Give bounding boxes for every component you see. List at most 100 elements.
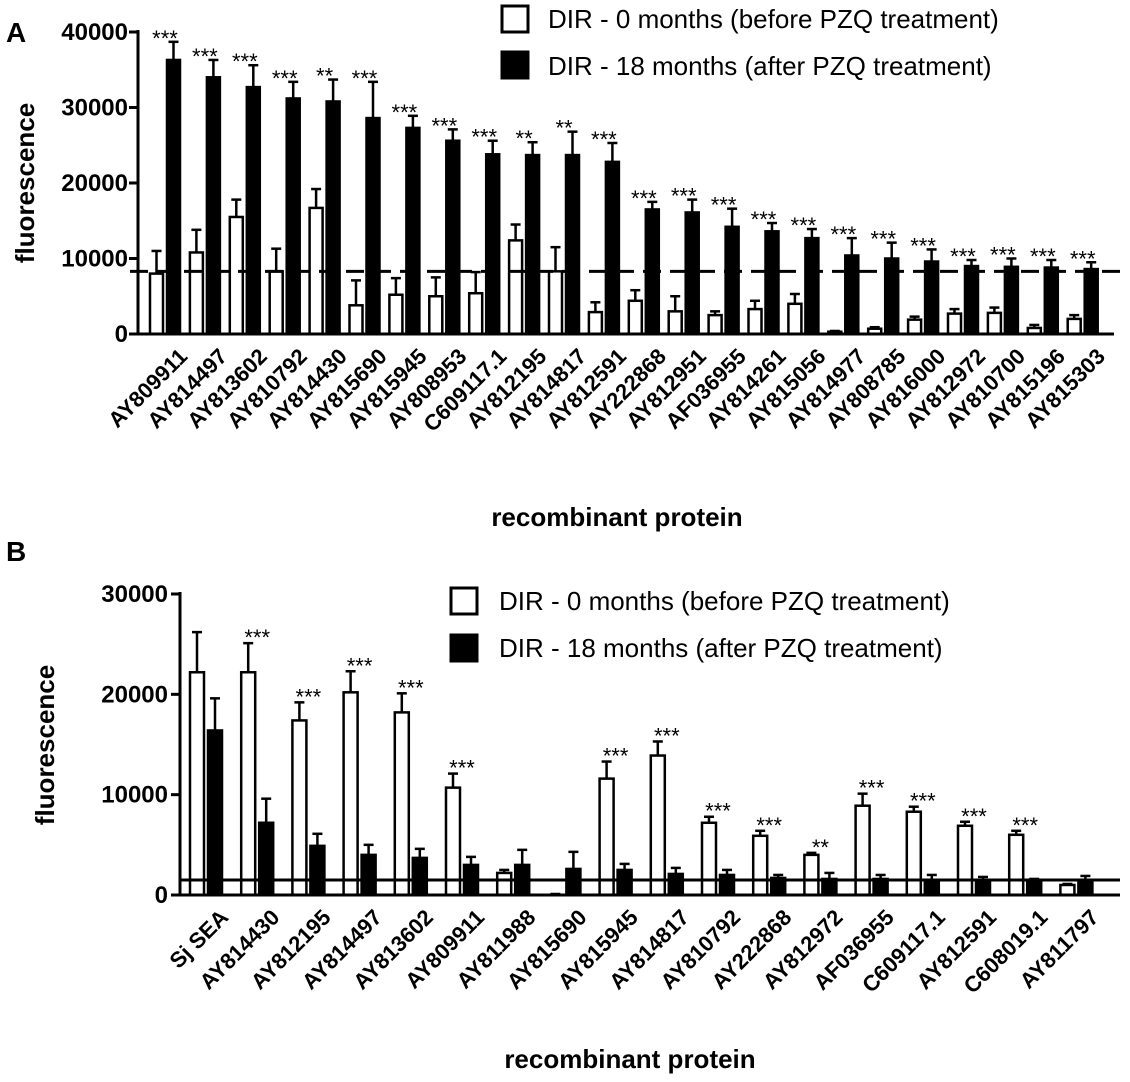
significance-marker: ***	[1030, 244, 1056, 269]
significance-marker: ***	[751, 207, 777, 232]
bar-0-months	[239, 671, 257, 897]
significance-marker: ***	[830, 222, 856, 247]
significance-marker: ***	[910, 233, 936, 258]
significance-marker: ***	[431, 113, 457, 138]
bar-18-months	[667, 872, 685, 897]
panel-b-x-axis-title: recombinant protein	[504, 1044, 755, 1074]
panel-b-legend-swatch-0	[449, 586, 479, 616]
significance-marker: ***	[870, 227, 896, 252]
significance-marker: ***	[392, 100, 418, 125]
panel-a-y-ticks: 0 10000 20000 30000 40000	[61, 19, 138, 348]
panel-b-y-axis-title: fluorescence	[30, 665, 60, 825]
significance-marker: ***	[711, 193, 737, 218]
panel-a-legend-label-1: DIR - 18 months (after PZQ treatment)	[548, 51, 992, 81]
panel-a-significance: ****** ****** ** ********* *** ** ** ****** *** *…	[152, 26, 1096, 271]
y-tick-label: 20000	[61, 170, 128, 197]
panel-b-significance: *************** *********************** **…	[244, 625, 1038, 860]
panel-b-legend-label-1: DIR - 18 months (after PZQ treatment)	[499, 633, 943, 663]
bar-0-months	[986, 311, 1003, 336]
bar-18-months	[445, 139, 461, 336]
panel-b-legend-label-0: DIR - 0 months (before PZQ treatment)	[499, 586, 950, 616]
y-tick-label: 10000	[101, 782, 168, 809]
bar-18-months	[565, 867, 582, 897]
bar-18-months	[724, 225, 740, 336]
bar-0-months	[228, 215, 245, 336]
panel-b-label: B	[6, 536, 26, 567]
y-tick-label: 0	[115, 321, 128, 348]
panel-b-bars	[188, 630, 1094, 897]
y-tick-label: 10000	[61, 246, 128, 273]
significance-marker: ***	[449, 756, 475, 781]
bar-0-months	[707, 313, 723, 336]
significance-marker: ***	[1070, 246, 1096, 271]
bar-18-months	[883, 257, 900, 336]
significance-marker: ***	[654, 723, 680, 748]
bar-18-months	[1003, 265, 1020, 336]
significance-marker: ***	[272, 66, 298, 91]
significance-marker: ***	[756, 813, 782, 838]
bar-0-months	[854, 804, 871, 897]
bar-18-months	[684, 211, 700, 336]
bar-0-months	[547, 270, 564, 336]
bar-0-months	[342, 691, 359, 897]
y-tick-label: 30000	[61, 95, 128, 122]
significance-marker: ***	[398, 675, 424, 700]
bar-0-months	[268, 270, 284, 336]
bar-0-months	[700, 821, 718, 897]
bar-18-months	[411, 856, 429, 897]
significance-marker: ***	[631, 186, 657, 211]
significance-marker: ***	[591, 127, 617, 152]
bar-0-months	[667, 310, 683, 336]
panel-a-x-axis-title: recombinant protein	[491, 502, 742, 532]
y-tick-label: 30000	[101, 581, 168, 608]
bar-18-months	[165, 58, 182, 336]
significance-marker: ***	[671, 184, 697, 209]
bar-18-months	[604, 160, 621, 336]
bar-18-months	[616, 868, 633, 897]
bar-0-months	[787, 302, 803, 336]
bar-0-months	[495, 871, 513, 897]
panel-a-category-labels: AY809911AY814497AY813602AY810792AY814430…	[103, 344, 1110, 437]
bar-18-months	[205, 76, 222, 336]
bar-18-months	[484, 153, 501, 336]
bar-18-months	[923, 878, 941, 897]
significance-marker: **	[555, 116, 573, 141]
significance-marker: ***	[950, 244, 976, 269]
bar-0-months	[148, 272, 165, 336]
bar-18-months	[974, 878, 992, 897]
significance-marker: ***	[791, 213, 817, 238]
bar-0-months	[751, 834, 769, 897]
bar-0-months	[507, 239, 524, 336]
bar-18-months	[844, 254, 860, 336]
significance-marker: ***	[471, 125, 497, 150]
bar-0-months	[649, 754, 667, 897]
significance-marker: ***	[347, 653, 373, 678]
bar-0-months	[627, 299, 644, 336]
significance-marker: ***	[603, 744, 629, 769]
bar-0-months	[946, 312, 963, 336]
panel-a-label: A	[6, 17, 26, 48]
bar-0-months	[348, 304, 364, 336]
panel-a-y-axis-title: fluorescence	[10, 103, 40, 263]
significance-marker: ***	[152, 26, 178, 51]
significance-marker: **	[316, 64, 334, 89]
bar-18-months	[285, 97, 301, 336]
bar-18-months	[309, 844, 326, 897]
bar-18-months	[524, 153, 541, 336]
bar-0-months	[388, 293, 404, 336]
bar-18-months	[405, 126, 421, 336]
bar-0-months	[598, 777, 615, 897]
bar-18-months	[718, 873, 736, 897]
bar-18-months	[245, 85, 262, 336]
bar-0-months	[428, 295, 444, 336]
bar-0-months	[587, 310, 604, 336]
bar-0-months	[1066, 317, 1082, 336]
significance-marker: ***	[192, 44, 218, 69]
bar-0-months	[906, 318, 923, 336]
significance-marker: ***	[705, 799, 731, 824]
significance-marker: ***	[859, 776, 885, 801]
bar-0-months	[905, 810, 923, 897]
bar-0-months	[1007, 833, 1025, 897]
